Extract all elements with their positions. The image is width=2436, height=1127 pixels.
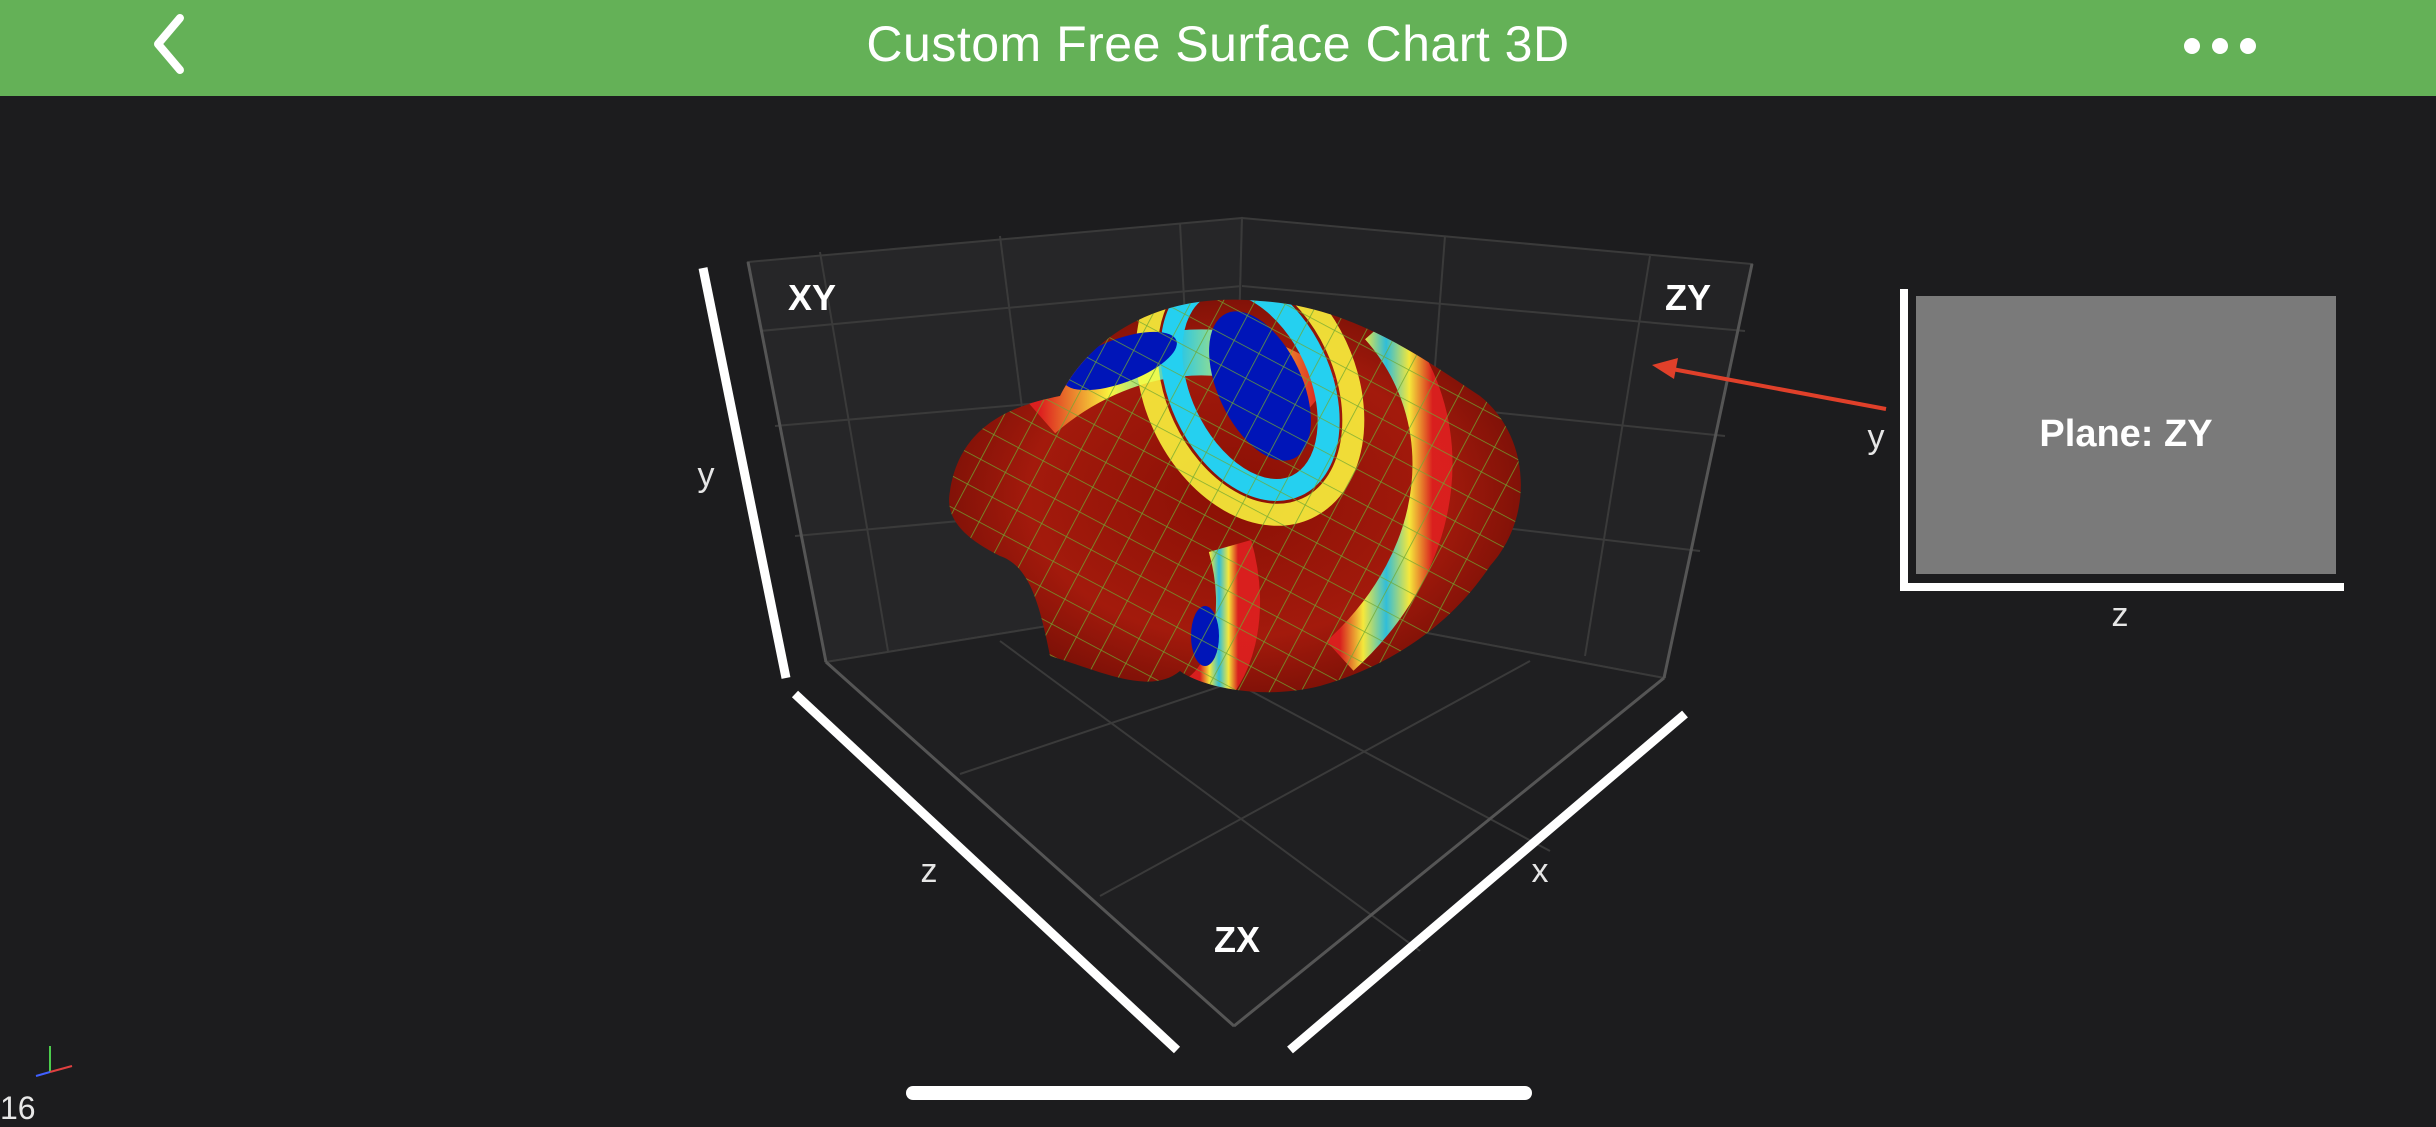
plane-pointer-arrow: [1652, 358, 1887, 411]
plane-legend-title: Plane: ZY: [2039, 413, 2212, 455]
plane-legend-panel: Plane: ZY y z: [1868, 289, 2344, 634]
x-axis-label: x: [1532, 852, 1549, 890]
chevron-left-icon: [154, 14, 184, 74]
navigation-bar: Custom Free Surface Chart 3D: [0, 0, 2436, 96]
home-indicator[interactable]: [906, 1086, 1532, 1100]
chart-3d-viewport[interactable]: XY ZY ZX y z x Plane: ZY y z: [0, 96, 2436, 1125]
plane-label-xy: XY: [788, 277, 836, 318]
plane-legend-y-label: y: [1868, 418, 1885, 456]
plane-legend-z-label: z: [2112, 596, 2129, 634]
z-axis-label: z: [921, 852, 938, 890]
y-axis-bar: [698, 267, 791, 679]
x-axis-bar: [1287, 710, 1688, 1054]
back-button[interactable]: [140, 12, 204, 76]
plane-legend-box: [1916, 296, 2336, 574]
more-horizontal-icon: [2184, 38, 2256, 54]
free-surface-mesh[interactable]: [900, 223, 1580, 716]
z-axis-bar: [791, 690, 1181, 1054]
page-title: Custom Free Surface Chart 3D: [866, 16, 1570, 72]
chart-bounding-box: [746, 261, 1754, 1028]
more-button[interactable]: [2180, 24, 2260, 68]
plane-label-zy: ZY: [1665, 277, 1711, 318]
plane-label-zx: ZX: [1214, 919, 1260, 960]
y-axis-label: y: [698, 456, 715, 494]
fps-counter: 16: [0, 1090, 36, 1126]
orientation-axes-icon: [35, 1046, 73, 1077]
